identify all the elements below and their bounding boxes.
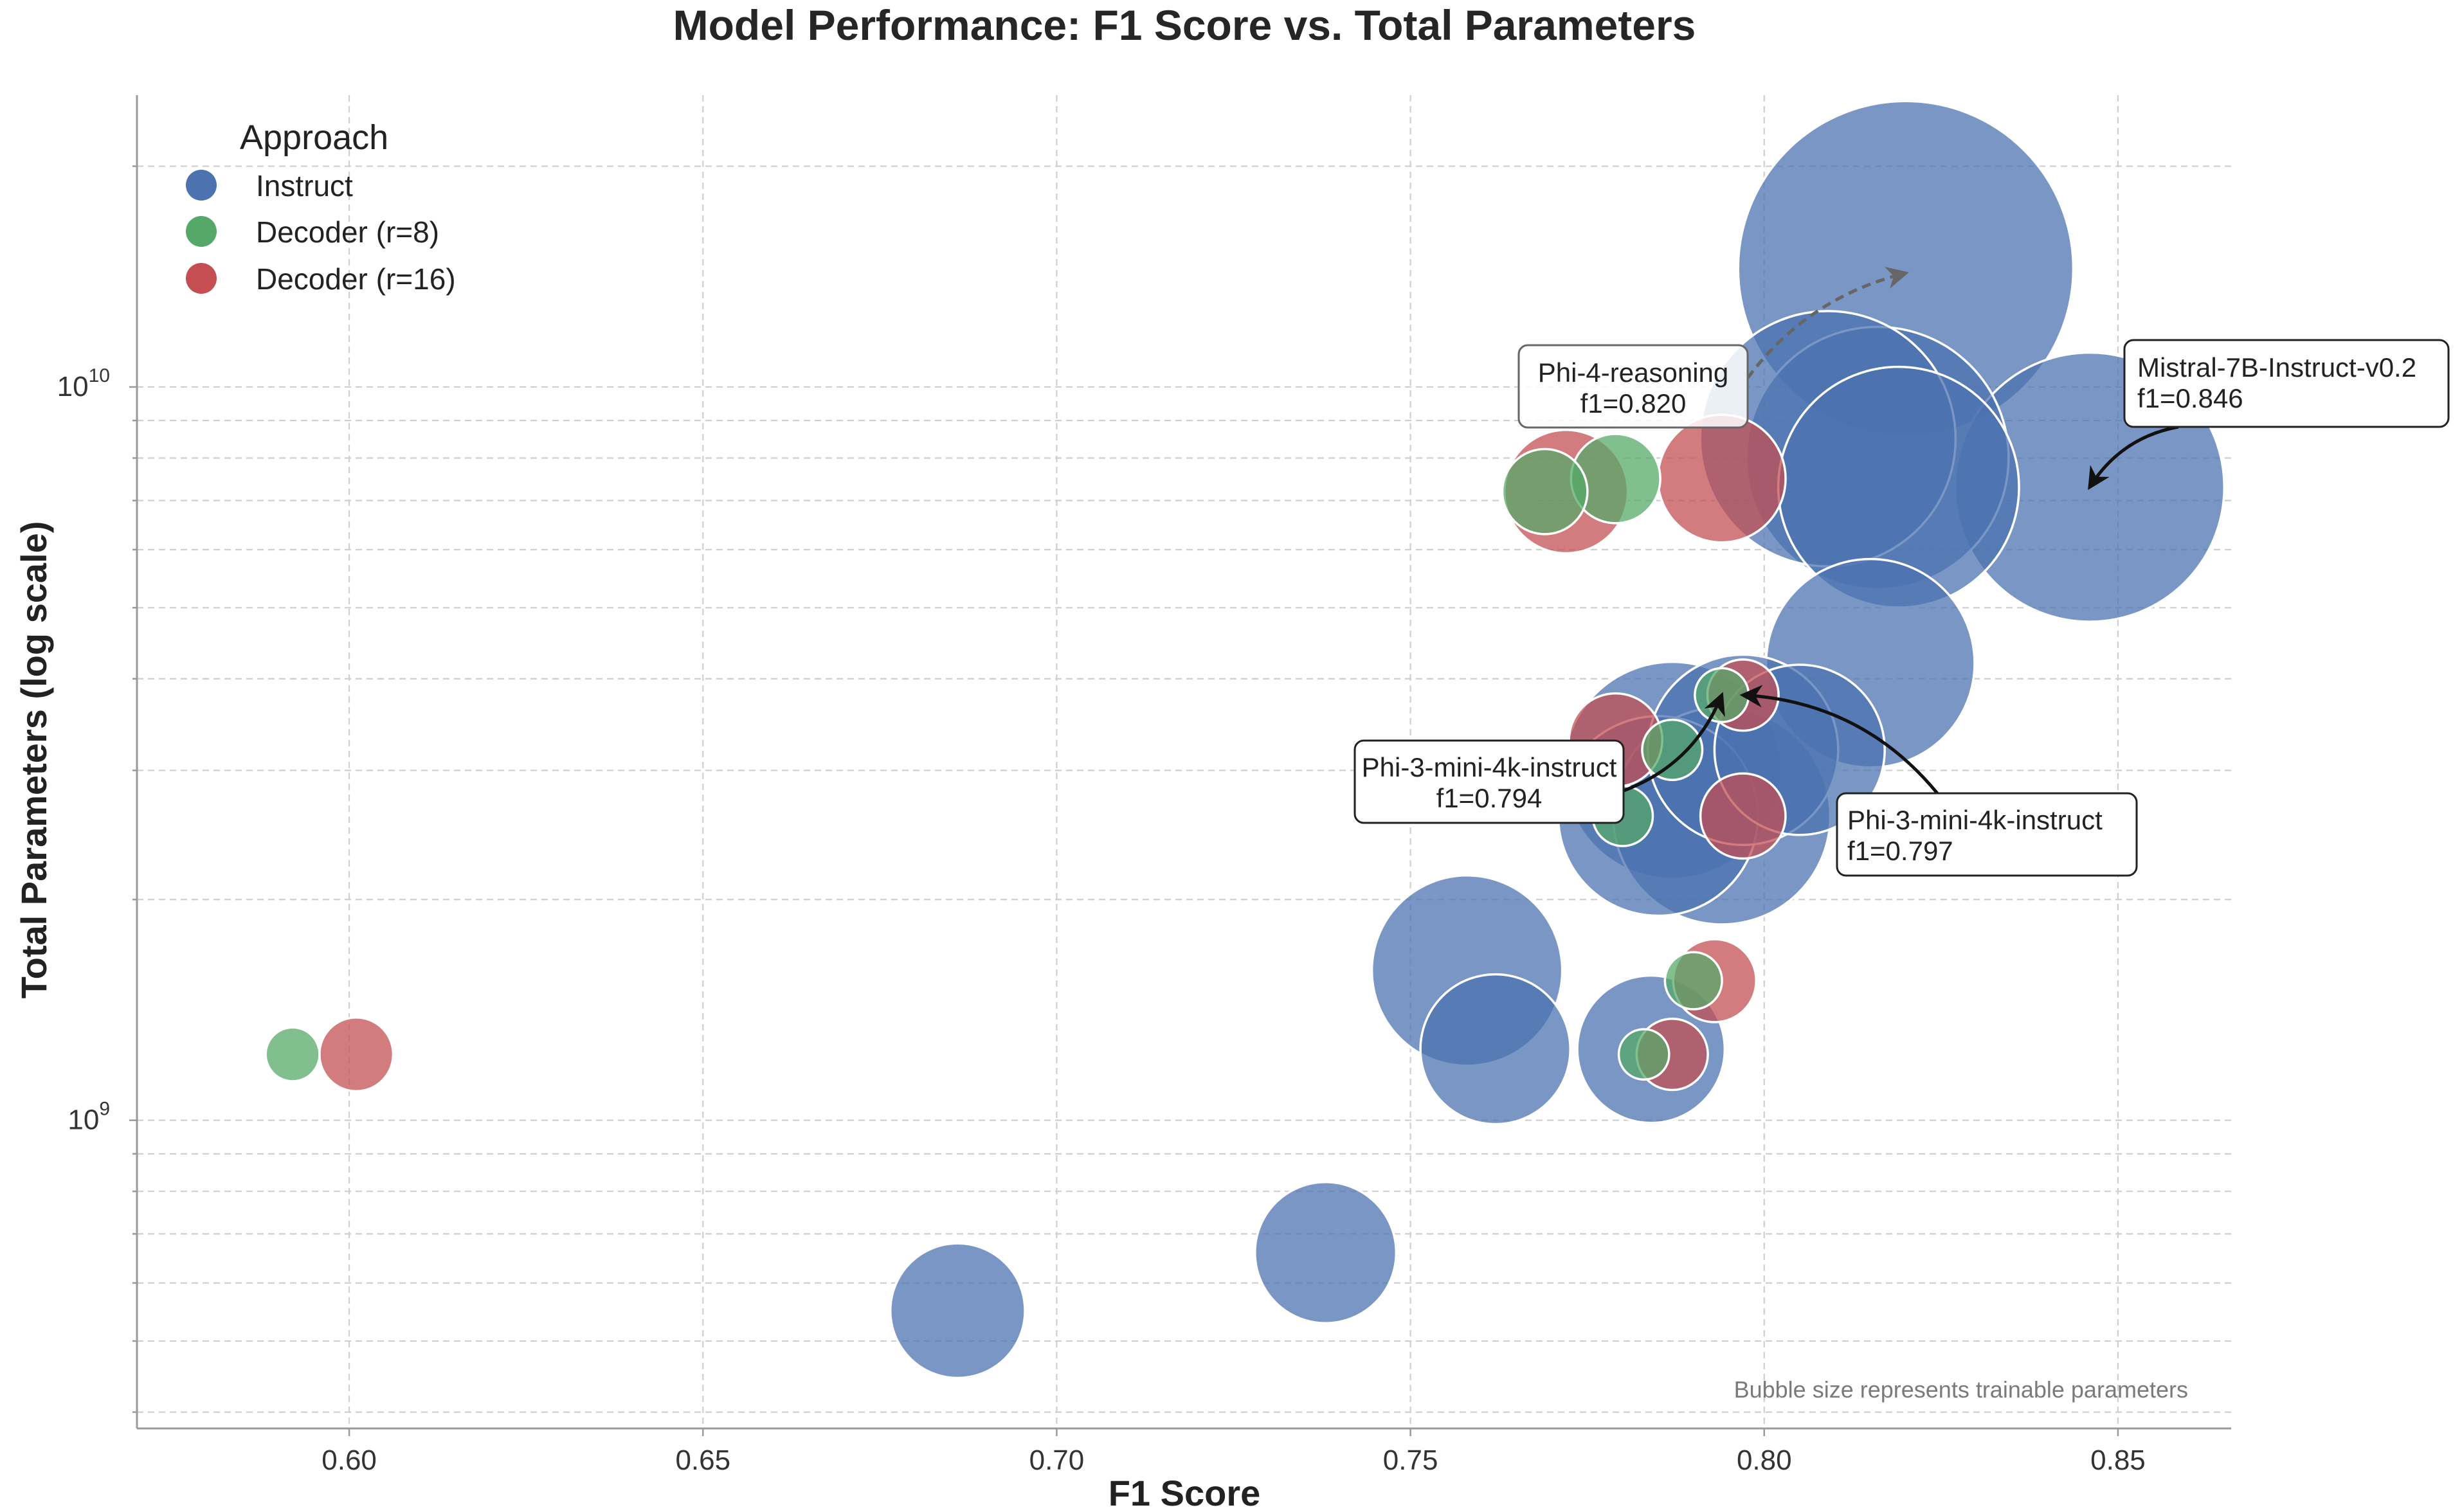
- y-tick-label: 1010: [57, 365, 110, 402]
- bubble-decoder-r-8: [1617, 1028, 1670, 1081]
- legend-label-decoder-r8: Decoder (r=8): [256, 215, 439, 249]
- annotation-box: [1353, 739, 1625, 824]
- legend-swatch-decoder-r16: [186, 263, 217, 294]
- annotation-model-name: Phi-3-mini-4k-instruct: [1362, 752, 1617, 782]
- annotation-arrow: [1623, 692, 1725, 793]
- x-tick-label: 0.65: [675, 1444, 730, 1476]
- x-tick-label: 0.60: [321, 1444, 377, 1476]
- bubble-decoder-r-16: [1699, 772, 1787, 860]
- annotation-f1-value: f1=0.794: [1436, 783, 1543, 813]
- annotation-arrow: [1746, 266, 1909, 379]
- legend-label-decoder-r16: Decoder (r=16): [256, 262, 456, 296]
- legend-entry-decoder-r16: Decoder (r=16): [186, 262, 456, 296]
- x-tick-label: 0.70: [1029, 1444, 1085, 1476]
- annotation-f1-value: f1=0.797: [1847, 836, 1953, 866]
- chart-title: Model Performance: F1 Score vs. Total Pa…: [673, 1, 1696, 49]
- y-ticks: 109 1010: [57, 165, 137, 1413]
- bubble-instruct: [1419, 973, 1571, 1126]
- annotation-box: [1836, 792, 2138, 877]
- x-ticks: 0.60 0.65 0.70 0.75 0.80 0.85: [321, 1428, 2146, 1476]
- legend-swatch-decoder-r8: [186, 216, 217, 247]
- annotation-arrow: [1739, 685, 1939, 795]
- legend-swatch-instruct: [186, 170, 217, 201]
- annotation-box: [1517, 344, 1749, 429]
- annotation-mistral: Mistral-7B-Instruct-v0.2f1=0.846: [2088, 339, 2450, 491]
- bubble-decoder-r-16: [318, 1016, 395, 1093]
- x-tick-label: 0.85: [2090, 1444, 2146, 1476]
- annotation-arrow: [2088, 425, 2179, 491]
- legend-label-instruct: Instruct: [256, 169, 353, 203]
- legend-entry-decoder-r8: Decoder (r=8): [186, 215, 439, 249]
- annotation-model-name: Phi-4-reasoning: [1538, 357, 1729, 388]
- bubble-instruct: [889, 1242, 1026, 1380]
- annotation-model-name: Phi-3-mini-4k-instruct: [1847, 805, 2103, 835]
- bubble-decoder-r-8: [264, 1026, 321, 1083]
- x-tick-label: 0.80: [1737, 1444, 1792, 1476]
- bubble-decoder-r-8: [1641, 718, 1704, 781]
- annotation-box: [2123, 339, 2450, 428]
- x-axis-title: F1 Score: [1109, 1473, 1261, 1512]
- y-axis-title: Total Parameters (log scale): [14, 521, 54, 999]
- annotation-model-name: Mistral-7B-Instruct-v0.2: [2137, 352, 2416, 382]
- bubbles: [264, 100, 2225, 1380]
- bubble-decoder-r-16: [1656, 413, 1787, 544]
- axes: [136, 95, 2231, 1430]
- bubble-instruct: [1254, 1180, 1398, 1325]
- bubble-decoder-r-8: [1663, 951, 1723, 1011]
- x-tick-label: 0.75: [1383, 1444, 1438, 1476]
- legend: Approach Instruct Decoder (r=8) Decoder …: [186, 118, 456, 296]
- legend-title: Approach: [240, 118, 388, 157]
- bubble-decoder-r-8: [1501, 447, 1589, 536]
- annotation-f1-value: f1=0.820: [1580, 388, 1687, 419]
- y-tick-label: 109: [68, 1099, 110, 1136]
- bubble-size-note: Bubble size represents trainable paramet…: [1734, 1376, 2188, 1403]
- annotation-f1-value: f1=0.846: [2137, 383, 2243, 413]
- legend-entry-instruct: Instruct: [186, 169, 353, 203]
